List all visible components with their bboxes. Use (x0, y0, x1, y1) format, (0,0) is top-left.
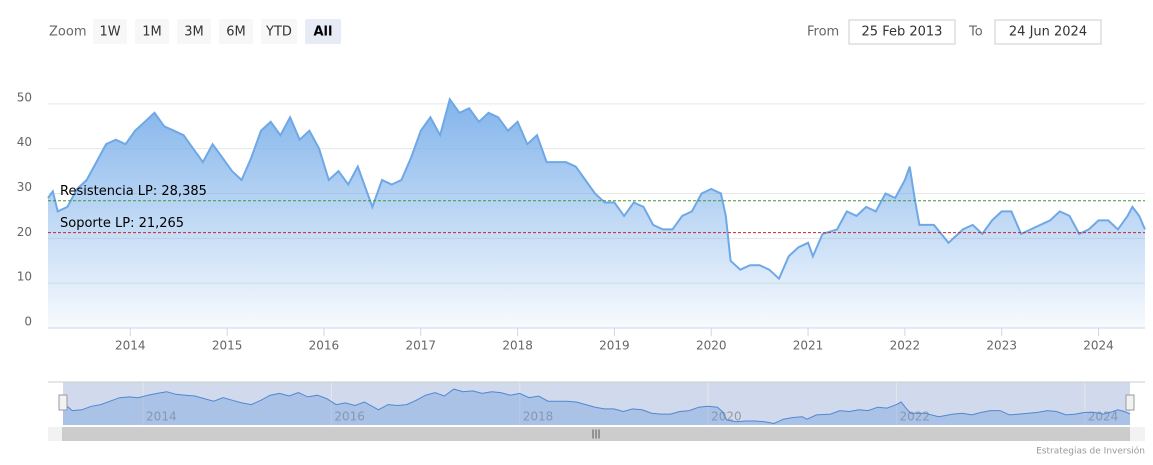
zoom-button-label[interactable]: YTD (265, 25, 292, 40)
y-tick-label: 40 (17, 135, 32, 149)
zoom-button-label[interactable]: 6M (226, 25, 246, 40)
x-tick-label: 2021 (793, 339, 824, 353)
credits: Estrategias de Inversión (1036, 446, 1145, 457)
to-input[interactable] (994, 19, 1102, 45)
y-tick-label: 10 (17, 270, 32, 284)
scrollbar-thumb[interactable] (62, 427, 1130, 441)
x-tick-label: 2014 (115, 339, 146, 353)
zoom-button[interactable] (177, 19, 211, 44)
x-tick-label: 2019 (599, 339, 630, 353)
from-input[interactable] (848, 19, 956, 45)
from-label: From (807, 25, 839, 40)
zoom-button-label[interactable]: 3M (184, 25, 204, 40)
x-tick-label: 2016 (309, 339, 340, 353)
zoom-label: Zoom (49, 25, 86, 40)
plot-line-label: Resistencia LP: 28,385 (60, 184, 207, 199)
zoom-button-label[interactable]: 1M (142, 25, 162, 40)
zoom-button[interactable] (93, 19, 127, 44)
scrollbar-grip: ||| (591, 430, 600, 440)
zoom-button-label[interactable]: All (314, 25, 333, 40)
x-tick-label: 2017 (405, 339, 436, 353)
navigator-tick-label: 2020 (711, 410, 742, 424)
x-tick-label: 2022 (890, 339, 921, 353)
zoom-button[interactable] (305, 19, 341, 44)
x-tick-label: 2023 (986, 339, 1017, 353)
area-fill (48, 99, 1145, 328)
navigator-line (62, 388, 1131, 425)
to-value[interactable]: 24 Jun 2024 (1009, 25, 1087, 40)
from-value[interactable]: 25 Feb 2013 (862, 25, 943, 40)
zoom-button-label[interactable]: 1W (99, 25, 120, 40)
plot-line-label: Soporte LP: 21,265 (60, 216, 184, 231)
x-tick-label: 2024 (1083, 339, 1114, 353)
to-label: To (968, 25, 983, 40)
navigator-area (63, 389, 1130, 425)
area-line (47, 97, 1146, 281)
zoom-button[interactable] (261, 19, 297, 44)
zoom-button[interactable] (135, 19, 169, 44)
x-tick-label: 2015 (212, 339, 243, 353)
navigator-handle[interactable] (1125, 394, 1135, 411)
y-tick-label: 20 (17, 225, 32, 239)
navigator-handle[interactable] (58, 394, 68, 411)
y-tick-label: 50 (17, 90, 32, 104)
x-tick-label: 2018 (502, 339, 533, 353)
x-tick-label: 2020 (696, 339, 727, 353)
navigator-mask (63, 382, 1130, 425)
zoom-button[interactable] (219, 19, 253, 44)
navigator-tick-label: 2016 (334, 410, 365, 424)
navigator-tick-label: 2014 (146, 410, 177, 424)
navigator-tick-label: 2018 (523, 410, 554, 424)
y-tick-label: 30 (17, 180, 32, 194)
y-tick-label: 0 (24, 315, 32, 329)
